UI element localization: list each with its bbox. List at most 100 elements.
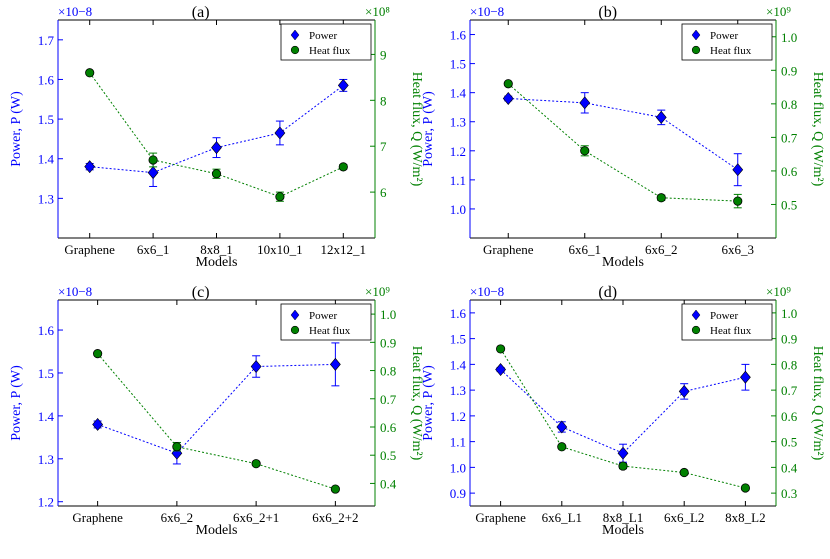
legend-box bbox=[681, 303, 773, 341]
power-point bbox=[274, 126, 286, 140]
heat-flux-point bbox=[93, 349, 103, 359]
power-point bbox=[678, 384, 690, 398]
legend-heat-marker bbox=[691, 325, 701, 335]
legend-heat-marker bbox=[290, 45, 300, 55]
y2-tick-label: 0.4 bbox=[380, 476, 397, 491]
x-tick-label: 6x6_L1 bbox=[542, 510, 582, 525]
y2-tick-label: 1.0 bbox=[380, 307, 396, 322]
y2-tick-label: 0.8 bbox=[781, 357, 797, 372]
y-tick-label: 1.0 bbox=[450, 460, 466, 475]
y2-tick-label: 9 bbox=[380, 47, 387, 62]
y2-tick-label: 0.9 bbox=[781, 63, 797, 78]
y-tick-label: 1.3 bbox=[450, 115, 466, 130]
heat-flux-point bbox=[251, 459, 261, 469]
panel-title: (d) bbox=[598, 284, 617, 301]
x-tick-label: 8x8_1 bbox=[200, 242, 233, 257]
y-tick-label: 1.5 bbox=[450, 332, 466, 347]
x-tick-label: Graphene bbox=[483, 242, 534, 257]
y-tick-label: 1.5 bbox=[38, 366, 54, 381]
power-point bbox=[617, 446, 629, 460]
power-point bbox=[579, 96, 591, 110]
x-tick-label: 12x12_1 bbox=[321, 242, 367, 257]
y2-tick-label: 0.6 bbox=[781, 164, 798, 179]
y-scale-label: ×10−8 bbox=[470, 284, 504, 299]
x-tick-label: 10x10_1 bbox=[257, 242, 303, 257]
y-tick-label: 1.6 bbox=[38, 323, 55, 338]
power-point bbox=[337, 78, 349, 92]
x-tick-label: 6x6_1 bbox=[569, 242, 602, 257]
heat-flux-point bbox=[148, 155, 158, 165]
heat-flux-point bbox=[211, 169, 222, 179]
x-tick-label: Graphene bbox=[64, 242, 115, 257]
heat-flux-point bbox=[618, 461, 628, 471]
legend-box bbox=[280, 23, 372, 61]
heat-flux-point bbox=[495, 344, 506, 354]
y2-tick-label: 0.9 bbox=[380, 335, 396, 350]
heat-flux-line bbox=[500, 348, 746, 489]
y2-scale-label: ×10⁹ bbox=[766, 284, 791, 299]
panel-title: (b) bbox=[598, 4, 617, 21]
x-tick-label: 6x6_3 bbox=[722, 242, 755, 257]
y2-tick-label: 0.7 bbox=[380, 392, 397, 407]
y-tick-label: 1.6 bbox=[450, 28, 467, 43]
y2-tick-label: 0.7 bbox=[781, 130, 798, 145]
heat-flux-point bbox=[557, 442, 567, 452]
x-tick-label: 6x6_2 bbox=[645, 242, 678, 257]
power-line bbox=[508, 97, 739, 171]
heat-flux-point bbox=[85, 68, 95, 78]
y-tick-label: 1.6 bbox=[38, 72, 55, 87]
panel-title: (a) bbox=[192, 4, 210, 21]
power-point bbox=[732, 163, 744, 177]
power-point bbox=[211, 141, 222, 155]
y-tick-label: 1.3 bbox=[38, 452, 54, 467]
heat-flux-point bbox=[656, 193, 666, 203]
y-tick-label: 1.4 bbox=[450, 86, 467, 101]
heat-flux-point bbox=[275, 192, 285, 202]
y-axis-label: Power, P (W) bbox=[9, 365, 24, 441]
power-point bbox=[502, 92, 514, 105]
y2-scale-label: ×10⁹ bbox=[766, 4, 791, 19]
heat-flux-point bbox=[330, 484, 340, 494]
heat-flux-point bbox=[679, 467, 689, 478]
power-point bbox=[92, 417, 104, 431]
y2-axis-label: Heat flux, Q (W/m²) bbox=[810, 346, 825, 461]
y-axis-label: Power, P (W) bbox=[9, 91, 24, 167]
legend: Power Heat flux bbox=[681, 23, 773, 61]
y-tick-label: 1.4 bbox=[38, 409, 55, 424]
y2-tick-label: 0.8 bbox=[781, 97, 797, 112]
y2-tick-label: 0.5 bbox=[380, 448, 396, 463]
legend-heat-marker bbox=[290, 325, 300, 335]
panel-title: (c) bbox=[192, 284, 210, 301]
x-axis-label: Models bbox=[196, 255, 238, 270]
y-tick-label: 1.3 bbox=[38, 191, 54, 206]
y2-tick-label: 0.4 bbox=[781, 460, 798, 475]
power-point bbox=[655, 110, 667, 124]
y-tick-label: 1.2 bbox=[450, 144, 466, 159]
x-tick-label: 8x8_L1 bbox=[603, 510, 643, 525]
y2-axis-label: Heat flux, Q (W/m²) bbox=[409, 346, 424, 461]
y-tick-label: 1.1 bbox=[450, 435, 466, 450]
y2-tick-label: 0.9 bbox=[781, 332, 797, 347]
legend-power-marker bbox=[691, 309, 701, 321]
y-tick-label: 1.0 bbox=[450, 202, 466, 217]
y-tick-label: 1.4 bbox=[450, 357, 467, 372]
y-tick-label: 1.2 bbox=[450, 409, 466, 424]
y2-axis-label: Heat flux, Q (W/m²) bbox=[810, 72, 825, 187]
power-point bbox=[147, 166, 159, 180]
legend: Power Heat flux bbox=[681, 303, 773, 341]
y-tick-label: 1.3 bbox=[450, 383, 466, 398]
y2-tick-label: 1.0 bbox=[781, 30, 797, 45]
heat-flux-line bbox=[97, 353, 336, 490]
x-tick-label: 6x6_2+1 bbox=[233, 510, 279, 525]
legend-heat-marker bbox=[691, 45, 701, 55]
x-tick-label: 8x8_L2 bbox=[725, 510, 765, 525]
panel-3: (c) ×10−8 ×10⁹ 1.2 1.3 1.4 1.5 1.6 0.4 0.5 0.6 0.7 0… bbox=[9, 284, 424, 538]
x-tick-label: 6x6_L2 bbox=[664, 510, 704, 525]
power-line bbox=[97, 363, 336, 454]
y2-tick-label: 0.3 bbox=[781, 486, 797, 501]
legend-power-label: Power bbox=[309, 30, 337, 42]
y2-tick-label: 7 bbox=[380, 139, 387, 154]
y-tick-label: 1.4 bbox=[38, 152, 55, 167]
